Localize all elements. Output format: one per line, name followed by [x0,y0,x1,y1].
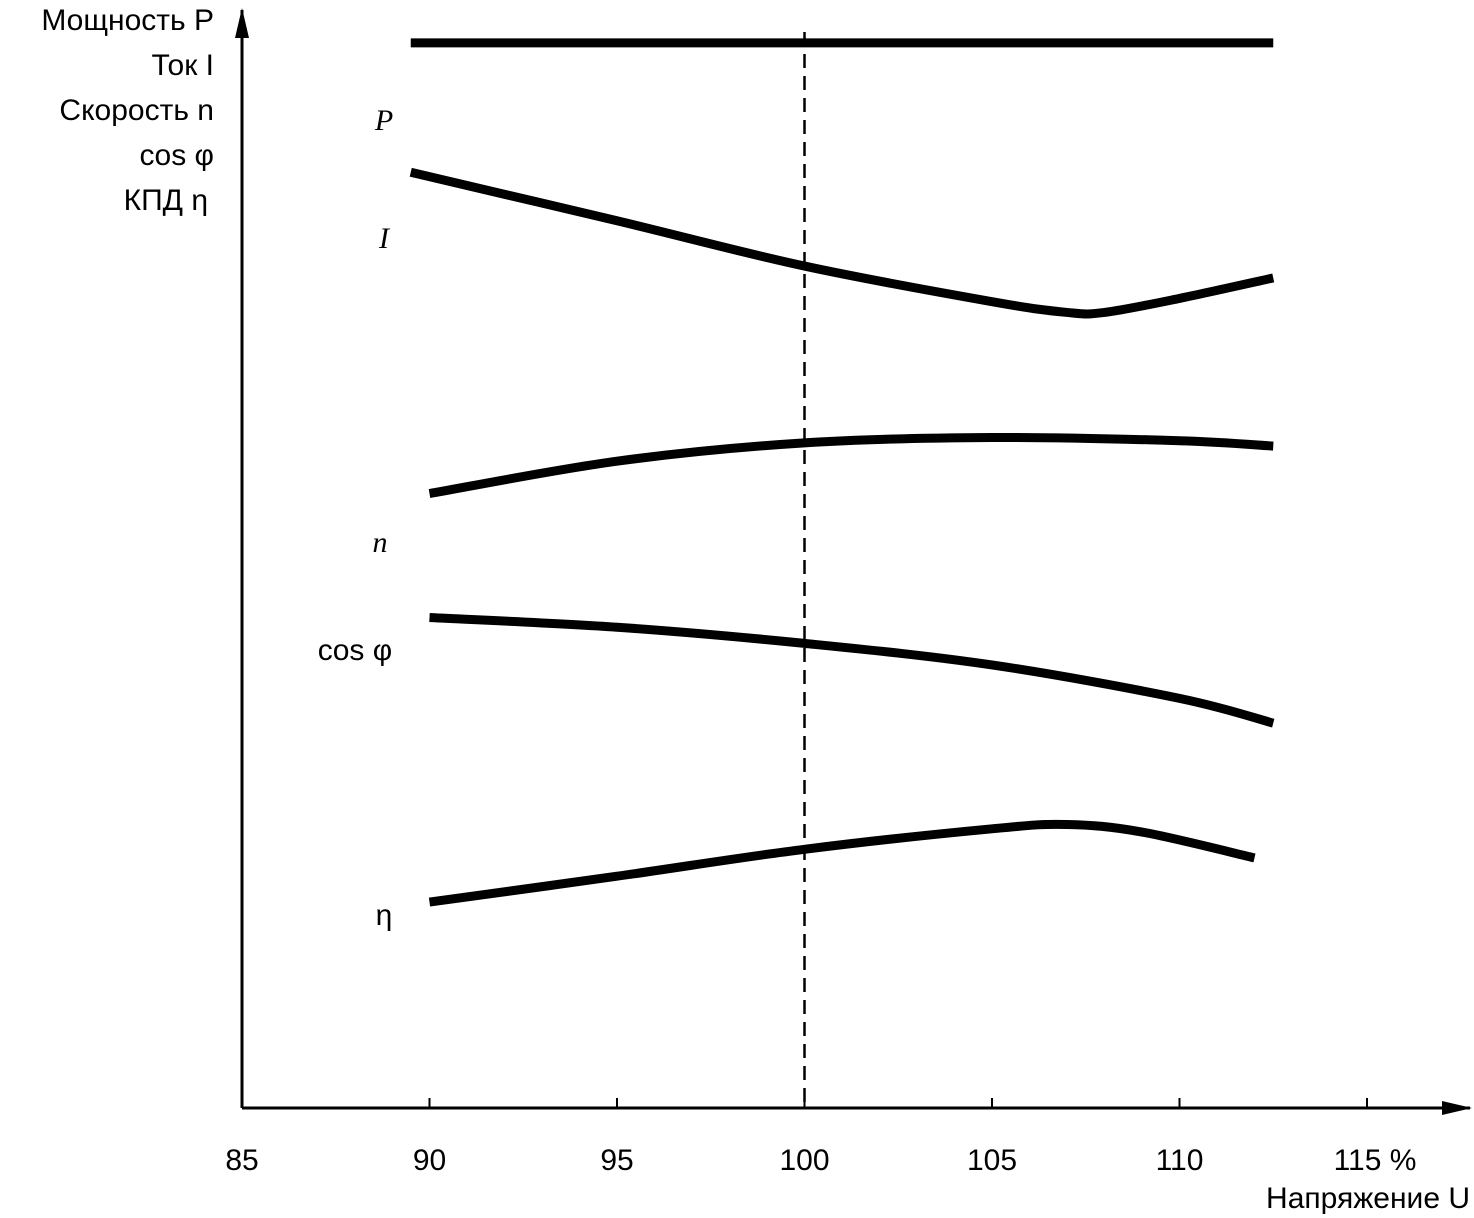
x-axis-label: Напряжение U [1266,1182,1470,1215]
series-line-n [428,432,1274,498]
ylabel-cosphi: cos φ [140,139,214,172]
ylabel-speed: Скорость n [59,94,214,127]
ylabel-current: Ток I [152,49,214,82]
series-line-cos [429,613,1275,728]
x-tick-label: 100 [779,1144,829,1177]
series-label-eta: η [376,899,393,932]
series-label-n: n [373,526,388,559]
x-tick-label: 95 [600,1144,633,1177]
ylabel-power: Мощность P [41,4,214,37]
x-tick-label: 90 [413,1144,446,1177]
series-line-eta [428,819,1256,907]
series-label-cos: cos φ [318,634,392,667]
x-tick-label: 115 % [1334,1144,1417,1177]
series-label-P: P [374,104,393,137]
series-label-I: I [378,222,391,255]
series-line-I [409,167,1275,319]
x-tick-label: 85 [225,1144,258,1177]
x-tick-label: 110 [1156,1144,1204,1177]
x-tick-label: 105 [967,1144,1017,1177]
ylabel-efficiency: КПД η [124,184,208,217]
